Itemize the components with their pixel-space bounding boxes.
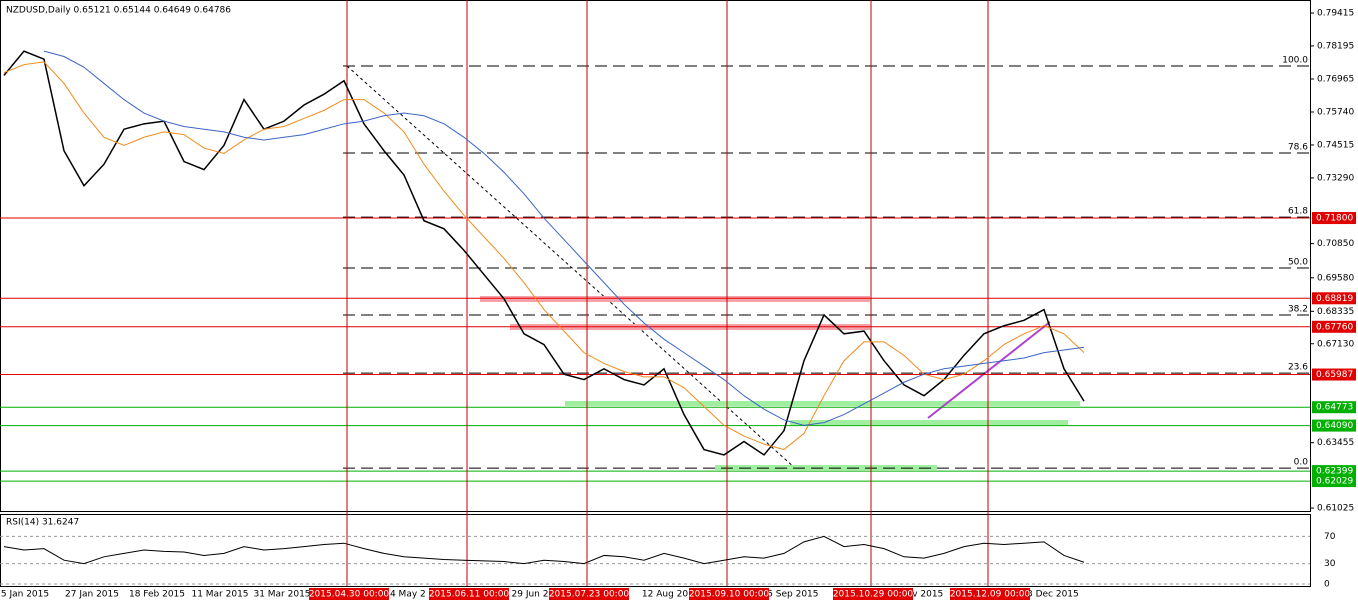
date-label: 2015.06.11 00:00 bbox=[429, 590, 510, 600]
level-label: 0.64090 bbox=[1316, 421, 1353, 431]
fib-label: 100.0 bbox=[1282, 56, 1308, 66]
rsi-panel bbox=[0, 514, 1311, 587]
level-tag bbox=[1312, 368, 1356, 381]
x-tick-label: 25 Sep 2015 bbox=[761, 590, 818, 600]
level-label: 0.67760 bbox=[1316, 322, 1353, 332]
fib-label: 50.0 bbox=[1288, 258, 1308, 268]
y-tick-label: 0.63455 bbox=[1317, 438, 1354, 448]
level-label: 0.62029 bbox=[1316, 477, 1353, 487]
x-tick-label: 5 Jan 2015 bbox=[1, 590, 49, 600]
rsi-tick-label: 30 bbox=[1324, 559, 1336, 569]
date-label: 2015.04.30 00:00 bbox=[309, 590, 390, 600]
x-tick-label: 27 Jan 2015 bbox=[65, 590, 119, 600]
zone bbox=[480, 296, 870, 302]
x-tick-label: ov 2015 bbox=[907, 590, 944, 600]
y-tick-label: 0.73290 bbox=[1317, 173, 1354, 183]
x-tick-label: 18 Feb 2015 bbox=[129, 590, 185, 600]
level-label: 0.65987 bbox=[1316, 370, 1353, 380]
trend-line bbox=[346, 65, 796, 469]
y-tick-label: 0.68335 bbox=[1317, 307, 1354, 317]
date-tag bbox=[689, 588, 769, 600]
level-tag bbox=[1312, 320, 1356, 333]
date-label: 2015.07.23 00:00 bbox=[549, 590, 630, 600]
level-tag bbox=[1312, 465, 1356, 478]
x-tick-label: 23 Dec 2015 bbox=[1021, 590, 1079, 600]
level-tag bbox=[1312, 292, 1356, 305]
rsi-line bbox=[3, 535, 1085, 565]
x-tick-label: 12 Aug 20 bbox=[642, 590, 688, 600]
y-tick-label: 0.61025 bbox=[1317, 504, 1354, 514]
fib-label: 38.2 bbox=[1288, 305, 1308, 315]
y-tick-label: 0.79415 bbox=[1317, 9, 1354, 19]
level-label: 0.71800 bbox=[1316, 214, 1353, 224]
x-tick-label: 11 Mar 2015 bbox=[191, 590, 248, 600]
y-tick-label: 0.75740 bbox=[1317, 107, 1354, 117]
y-tick-label: 0.74515 bbox=[1317, 140, 1354, 150]
ma-line bbox=[3, 61, 1085, 451]
y-tick-label: 0.69580 bbox=[1317, 273, 1354, 283]
main-panel bbox=[0, 0, 1311, 512]
y-tick-label: 0.67130 bbox=[1317, 339, 1354, 349]
level-label: 0.64773 bbox=[1316, 403, 1353, 413]
y-tick-label: 0.78195 bbox=[1317, 41, 1354, 51]
chart-header: NZDUSD,Daily 0.65121 0.65144 0.64649 0.6… bbox=[6, 6, 231, 16]
fib-label: 78.6 bbox=[1288, 143, 1308, 153]
level-tag bbox=[1312, 212, 1356, 225]
x-tick-label: 14 May 2 bbox=[384, 590, 426, 600]
level-tag bbox=[1312, 401, 1356, 414]
date-label: 2015.09.10 00:00 bbox=[689, 590, 770, 600]
level-label: 0.68819 bbox=[1316, 294, 1353, 304]
y-tick-label: 0.70850 bbox=[1317, 239, 1354, 249]
rsi-tick-label: 70 bbox=[1324, 532, 1336, 542]
x-tick-label: 29 Jun 2 bbox=[512, 590, 549, 600]
rsi-tick-label: 0 bbox=[1324, 580, 1330, 590]
date-tag bbox=[429, 588, 509, 600]
date-label: 2015.12.09 00:00 bbox=[950, 590, 1031, 600]
level-label: 0.62399 bbox=[1316, 467, 1353, 477]
fib-label: 23.6 bbox=[1288, 363, 1308, 373]
zone bbox=[790, 420, 1068, 425]
level-tag bbox=[1312, 475, 1356, 488]
fib-label: 0.0 bbox=[1294, 458, 1309, 468]
level-tag bbox=[1312, 419, 1356, 432]
price-line bbox=[3, 50, 1085, 456]
x-tick-label: 31 Mar 2015 bbox=[253, 590, 310, 600]
date-label: 2015.10.29 00:00 bbox=[833, 590, 914, 600]
date-tag bbox=[833, 588, 913, 600]
fib-label: 61.8 bbox=[1288, 207, 1308, 217]
date-tag bbox=[309, 588, 389, 600]
zone bbox=[715, 465, 937, 470]
date-tag bbox=[549, 588, 629, 600]
channel-line bbox=[927, 321, 1051, 419]
ma-line bbox=[43, 50, 1085, 426]
date-tag bbox=[950, 588, 1030, 600]
zone bbox=[565, 401, 1080, 406]
rsi-title: RSI(14) 31.6247 bbox=[6, 518, 79, 528]
y-tick-label: 0.76965 bbox=[1317, 75, 1354, 85]
